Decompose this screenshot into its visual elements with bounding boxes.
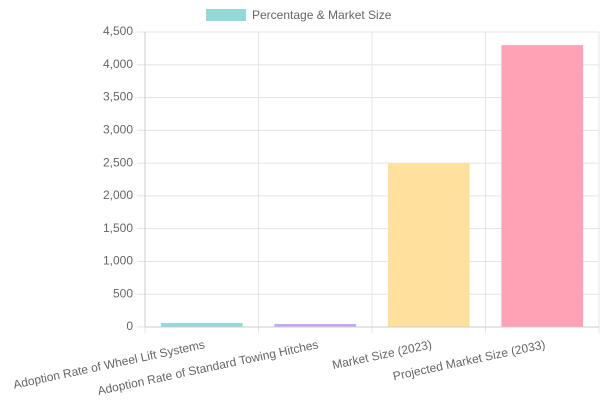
y-tick-label: 2,500 (103, 155, 133, 169)
bar (160, 323, 243, 327)
bar (387, 163, 470, 327)
y-tick-label: 0 (126, 319, 133, 333)
y-tick-label: 1,000 (103, 254, 133, 268)
y-tick-label: 3,000 (103, 123, 133, 137)
y-tick-label: 2,000 (103, 188, 133, 202)
y-tick-label: 1,500 (103, 221, 133, 235)
y-tick-label: 3,500 (103, 90, 133, 104)
y-tick-label: 500 (113, 286, 133, 300)
bar (501, 45, 584, 327)
x-tick-label: Adoption Rate of Standard Towing Hitches (96, 337, 319, 398)
y-tick-label: 4,000 (103, 57, 133, 71)
legend-swatch (206, 9, 246, 21)
legend-label: Percentage & Market Size (252, 8, 392, 22)
bar (274, 324, 357, 327)
y-tick-label: 4,500 (103, 24, 133, 38)
